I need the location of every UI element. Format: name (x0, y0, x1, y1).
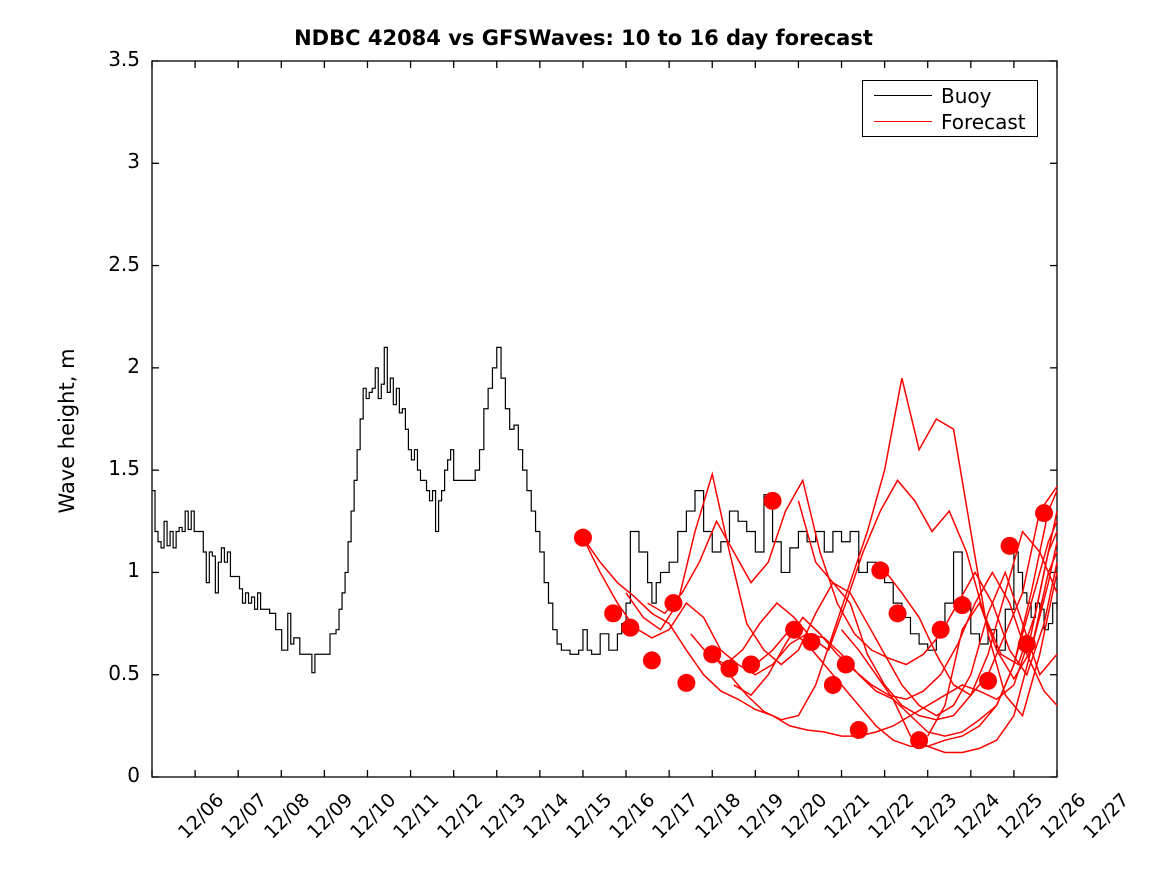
forecast-marker (979, 671, 998, 690)
forecast-line (884, 486, 1058, 697)
forecast-marker (888, 604, 907, 623)
forecast-line (582, 490, 1058, 737)
tick-marks (151, 60, 1058, 778)
forecast-markers (573, 491, 1054, 750)
legend-entry-buoy: Buoy (863, 83, 1039, 109)
forecast-line (797, 500, 1058, 717)
forecast-marker (720, 659, 739, 678)
forecast-marker (1035, 504, 1054, 523)
forecast-line (690, 479, 1058, 666)
legend-label-forecast: Forecast (941, 110, 1026, 134)
forecast-marker (677, 673, 696, 692)
chart-title: NDBC 42084 vs GFSWaves: 10 to 16 day for… (294, 26, 873, 50)
forecast-line (582, 531, 1058, 737)
forecast-marker (604, 604, 623, 623)
buoy-line (152, 346, 1058, 674)
forecast-line (711, 377, 1058, 721)
forecast-marker (1000, 536, 1019, 555)
forecast-marker (1017, 635, 1036, 654)
data-series (152, 346, 1058, 754)
forecast-marker (573, 528, 592, 547)
forecast-marker (703, 645, 722, 664)
legend-label-buoy: Buoy (941, 84, 992, 108)
y-tick-label: 1.5 (108, 456, 140, 481)
legend-swatch-forecast (874, 121, 932, 122)
y-tick-label: 2.5 (108, 251, 140, 276)
forecast-line (840, 551, 1058, 754)
legend-entry-forecast: Forecast (863, 109, 1039, 135)
forecast-marker (742, 655, 761, 674)
y-tick-label: 0 (127, 763, 140, 787)
forecast-marker (763, 491, 782, 510)
y-tick-label: 3.5 (108, 47, 140, 71)
forecast-marker (871, 561, 890, 580)
forecast-line (733, 570, 1058, 706)
forecast-marker (642, 651, 661, 670)
forecast-marker (621, 618, 640, 637)
forecast-marker (802, 632, 821, 651)
legend-swatch-buoy (874, 95, 932, 96)
y-tick-label: 0.5 (108, 660, 140, 685)
y-tick-label: 2 (127, 353, 140, 378)
y-tick-label: 3 (127, 149, 140, 174)
forecast-marker (849, 720, 868, 739)
legend: Buoy Forecast (862, 80, 1038, 137)
forecast-line (927, 541, 1058, 737)
y-tick-label: 1 (127, 558, 140, 583)
forecast-line (625, 471, 1058, 721)
forecast-marker (953, 596, 972, 615)
forecast-marker (664, 594, 683, 613)
forecast-marker (823, 675, 842, 694)
forecast-marker (910, 731, 929, 750)
forecast-marker (785, 620, 804, 639)
forecast-marker (836, 655, 855, 674)
forecast-marker (931, 620, 950, 639)
axes-border (151, 60, 1058, 778)
axes-frame (151, 60, 1058, 778)
